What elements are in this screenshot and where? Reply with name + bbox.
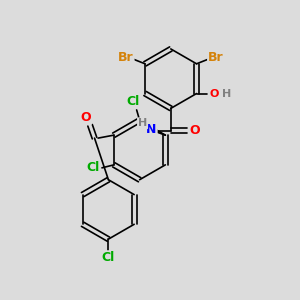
Text: Cl: Cl [102,251,115,264]
Text: H: H [138,118,147,128]
Text: Br: Br [118,51,134,64]
Text: Cl: Cl [126,95,140,108]
Text: O: O [210,88,219,98]
Text: Cl: Cl [86,161,100,174]
Text: H: H [222,88,231,98]
Text: O: O [80,111,91,124]
Text: N: N [146,123,157,136]
Text: O: O [189,124,200,137]
Text: Br: Br [208,51,224,64]
